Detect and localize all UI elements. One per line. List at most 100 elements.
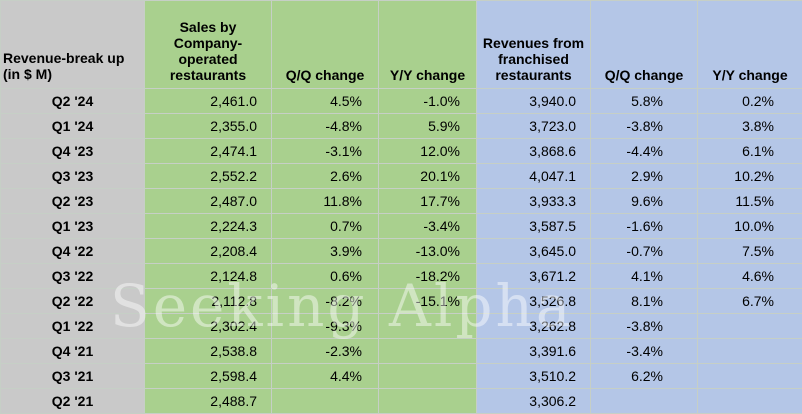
cell-franchised-revenues: 3,526.8 <box>477 289 591 314</box>
cell-franchised-revenues: 3,587.5 <box>477 214 591 239</box>
cell-company-qq: 11.8% <box>272 189 379 214</box>
cell-franchised-revenues: 3,306.2 <box>477 389 591 414</box>
cell-franchised-qq: -3.8% <box>591 314 698 339</box>
cell-company-qq: -8.2% <box>272 289 379 314</box>
cell-period: Q1 '22 <box>1 314 145 339</box>
cell-company-sales: 2,538.8 <box>145 339 272 364</box>
cell-franchised-yy: 6.7% <box>698 289 802 314</box>
cell-franchised-qq: -3.4% <box>591 339 698 364</box>
header-row: Revenue-break up (in $ M) Sales by Compa… <box>1 1 802 89</box>
cell-company-qq: -2.3% <box>272 339 379 364</box>
cell-franchised-qq: 2.9% <box>591 164 698 189</box>
cell-company-qq: 4.5% <box>272 89 379 114</box>
cell-period: Q1 '23 <box>1 214 145 239</box>
cell-franchised-yy <box>698 339 802 364</box>
cell-period: Q2 '22 <box>1 289 145 314</box>
cell-company-yy: 5.9% <box>379 114 477 139</box>
cell-period: Q4 '22 <box>1 239 145 264</box>
cell-company-sales: 2,487.0 <box>145 189 272 214</box>
header-franchised-yy: Y/Y change <box>698 1 802 89</box>
cell-company-sales: 2,552.2 <box>145 164 272 189</box>
cell-franchised-yy: 10.2% <box>698 164 802 189</box>
cell-company-yy: -13.0% <box>379 239 477 264</box>
cell-company-qq: 2.6% <box>272 164 379 189</box>
cell-company-yy <box>379 389 477 414</box>
cell-company-qq: -3.1% <box>272 139 379 164</box>
cell-company-sales: 2,474.1 <box>145 139 272 164</box>
cell-company-sales: 2,598.4 <box>145 364 272 389</box>
cell-company-qq: -4.8% <box>272 114 379 139</box>
cell-company-qq: -9.3% <box>272 314 379 339</box>
cell-franchised-revenues: 3,510.2 <box>477 364 591 389</box>
cell-franchised-revenues: 3,671.2 <box>477 264 591 289</box>
cell-period: Q3 '23 <box>1 164 145 189</box>
cell-franchised-qq: -4.4% <box>591 139 698 164</box>
cell-franchised-revenues: 3,645.0 <box>477 239 591 264</box>
cell-franchised-revenues: 3,262.8 <box>477 314 591 339</box>
cell-company-yy <box>379 314 477 339</box>
cell-franchised-qq <box>591 389 698 414</box>
cell-franchised-revenues: 4,047.1 <box>477 164 591 189</box>
cell-franchised-qq: -3.8% <box>591 114 698 139</box>
cell-franchised-qq: 9.6% <box>591 189 698 214</box>
cell-franchised-qq: 6.2% <box>591 364 698 389</box>
cell-company-yy: 20.1% <box>379 164 477 189</box>
cell-franchised-revenues: 3,868.6 <box>477 139 591 164</box>
cell-company-sales: 2,208.4 <box>145 239 272 264</box>
cell-franchised-yy <box>698 364 802 389</box>
cell-franchised-yy <box>698 389 802 414</box>
cell-company-yy <box>379 364 477 389</box>
cell-franchised-qq: -0.7% <box>591 239 698 264</box>
cell-period: Q1 '24 <box>1 114 145 139</box>
cell-company-qq: 4.4% <box>272 364 379 389</box>
cell-company-yy: -3.4% <box>379 214 477 239</box>
cell-franchised-yy: 0.2% <box>698 89 802 114</box>
cell-company-sales: 2,224.3 <box>145 214 272 239</box>
cell-period: Q4 '23 <box>1 139 145 164</box>
cell-period: Q3 '22 <box>1 264 145 289</box>
cell-franchised-yy <box>698 314 802 339</box>
cell-company-qq <box>272 389 379 414</box>
cell-franchised-yy: 6.1% <box>698 139 802 164</box>
cell-franchised-revenues: 3,391.6 <box>477 339 591 364</box>
cell-company-qq: 0.7% <box>272 214 379 239</box>
cell-company-yy: -15.1% <box>379 289 477 314</box>
cell-franchised-revenues: 3,723.0 <box>477 114 591 139</box>
cell-company-sales: 2,302.4 <box>145 314 272 339</box>
cell-franchised-yy: 11.5% <box>698 189 802 214</box>
cell-franchised-yy: 10.0% <box>698 214 802 239</box>
header-company-qq: Q/Q change <box>272 1 379 89</box>
cell-company-sales: 2,112.8 <box>145 289 272 314</box>
cell-company-sales: 2,461.0 <box>145 89 272 114</box>
cell-company-yy: 12.0% <box>379 139 477 164</box>
cell-company-sales: 2,488.7 <box>145 389 272 414</box>
cell-period: Q4 '21 <box>1 339 145 364</box>
cell-period: Q3 '21 <box>1 364 145 389</box>
header-company-yy: Y/Y change <box>379 1 477 89</box>
header-company-sales: Sales by Company-operated restaurants <box>145 1 272 89</box>
cell-company-qq: 0.6% <box>272 264 379 289</box>
cell-franchised-yy: 4.6% <box>698 264 802 289</box>
cell-franchised-qq: 8.1% <box>591 289 698 314</box>
header-franchised-revenues: Revenues from franchised restaurants <box>477 1 591 89</box>
cell-company-sales: 2,355.0 <box>145 114 272 139</box>
cell-period: Q2 '24 <box>1 89 145 114</box>
cell-franchised-revenues: 3,933.3 <box>477 189 591 214</box>
cell-period: Q2 '23 <box>1 189 145 214</box>
cell-franchised-yy: 3.8% <box>698 114 802 139</box>
cell-company-qq: 3.9% <box>272 239 379 264</box>
cell-franchised-yy: 7.5% <box>698 239 802 264</box>
